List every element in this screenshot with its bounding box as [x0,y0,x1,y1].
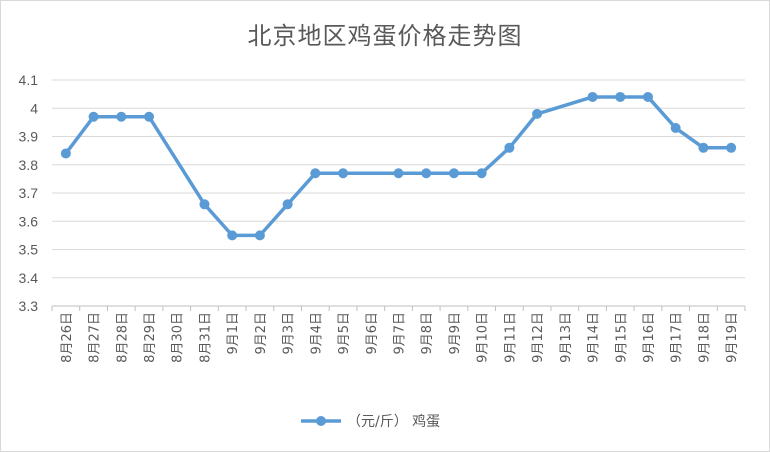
x-tick-label: 9月18日 [697,312,712,363]
x-axis [51,305,746,311]
x-tick-label: 9月5日 [337,312,352,355]
x-tick-label: 9月13日 [559,312,574,363]
data-point [448,168,459,179]
data-point [144,111,155,122]
data-point [726,142,737,153]
y-tick-label: 3.3 [19,298,39,314]
data-point [254,230,265,241]
data-point [338,168,349,179]
x-tick-label: 8月28日 [115,312,130,363]
series-line [64,95,733,238]
x-tick-label: 9月2日 [254,312,269,355]
chart-title: 北京地区鸡蛋价格走势图 [247,22,523,50]
x-tick-label: 8月29日 [143,312,158,363]
data-point [310,168,321,179]
x-tick-label: 9月7日 [393,312,408,355]
x-tick-label: 8月27日 [88,312,103,363]
series-layer [60,91,737,241]
data-point [587,91,598,102]
x-axis-ticks: 8月26日 8月27日 8月28日 8月29日 8月30日 8月31日 9月1日 9月2日 9月… [60,312,740,363]
x-tick-label: 9月12日 [531,312,546,363]
y-tick-label: 3.9 [19,129,39,145]
data-point [88,111,99,122]
y-tick-label: 3.8 [19,157,39,173]
data-point [421,168,432,179]
data-point [504,142,515,153]
x-tick-label: 9月19日 [725,312,740,363]
x-tick-label: 9月16日 [642,312,657,363]
data-point [642,91,653,102]
data-point [615,91,626,102]
y-tick-label: 3.6 [19,213,39,229]
y-axis-ticks: 3.3 3.4 3.5 3.6 3.7 3.8 3.9 4 4.1 [19,72,39,314]
legend-label: （元/斤） 鸡蛋 [347,413,440,430]
y-tick-label: 3.5 [19,242,39,258]
x-tick-label: 8月30日 [171,312,186,363]
x-tick-label: 8月31日 [198,312,213,363]
x-tick-label: 9月9日 [448,312,463,355]
x-tick-label: 9月1日 [226,312,241,355]
legend: （元/斤） 鸡蛋 [301,413,440,430]
x-tick-label: 9月6日 [365,312,380,355]
data-point [282,199,293,210]
x-tick-label: 9月17日 [670,312,685,363]
data-point [532,108,543,119]
data-point [698,142,709,153]
x-tick-label: 9月4日 [309,312,324,355]
x-tick-label: 9月10日 [476,312,491,363]
legend-marker-swatch [316,416,326,426]
y-tick-label: 4.1 [19,72,39,88]
data-point [116,111,127,122]
data-point [227,230,238,241]
x-tick-label: 9月3日 [282,312,297,355]
data-point [393,168,404,179]
data-point [199,199,210,210]
y-tick-label: 4 [30,100,38,116]
x-tick-label: 8月26日 [60,312,75,363]
y-tick-label: 3.7 [19,185,39,201]
x-tick-label: 9月14日 [587,312,602,363]
data-point [670,123,681,134]
x-tick-label: 9月15日 [614,312,629,363]
data-point [476,168,487,179]
x-tick-label: 9月11日 [503,312,518,363]
data-point [60,148,71,159]
y-tick-label: 3.4 [19,270,39,286]
gridlines [52,79,745,279]
x-tick-label: 9月8日 [420,312,435,355]
